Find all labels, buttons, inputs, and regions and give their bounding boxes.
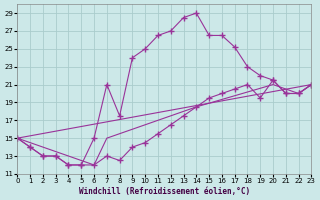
X-axis label: Windchill (Refroidissement éolien,°C): Windchill (Refroidissement éolien,°C) (79, 187, 250, 196)
